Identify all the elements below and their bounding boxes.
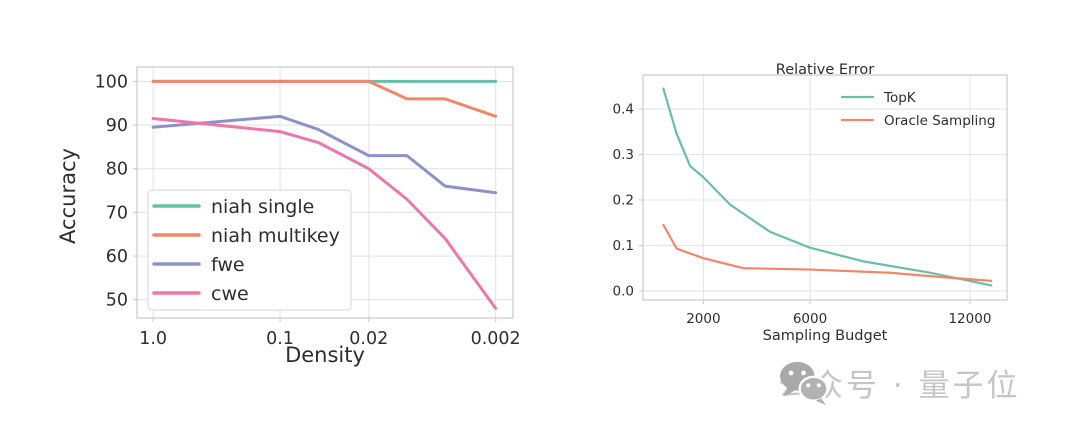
legend-label-fwe: fwe — [211, 254, 245, 276]
wechat-icon — [780, 361, 829, 406]
y-tick-label: 60 — [106, 247, 128, 267]
x-axis-label: Sampling Budget — [763, 328, 888, 344]
legend-label-niah-multikey: niah multikey — [211, 225, 340, 247]
series-line-fwe — [151, 114, 498, 195]
legend-label-cwe: cwe — [211, 283, 249, 305]
x-tick-label: 1.0 — [139, 329, 167, 349]
tick-labels: 2000 6000 12000 0.0 0.1 0.2 0.3 0.4 — [613, 102, 992, 327]
accuracy-density-chart: 1.0 0.1 0.02 0.002 50 60 70 80 90 100 Density Accur… — [56, 66, 521, 367]
x-tick-label: 2000 — [686, 311, 720, 327]
x-tick-label: 0.002 — [471, 329, 521, 349]
x-tick-label: 12000 — [948, 311, 991, 327]
y-tick-label: 0.0 — [613, 283, 634, 299]
tick-labels: 1.0 0.1 0.02 0.002 50 60 70 80 90 100 — [95, 72, 521, 349]
gridlines — [643, 75, 1007, 300]
series-line-topk — [662, 87, 993, 287]
tick-marks — [639, 108, 971, 304]
relative-error-chart: 2000 6000 12000 0.0 0.1 0.2 0.3 0.4 Sampling Bud… — [613, 62, 1008, 344]
x-axis-label: Density — [285, 343, 365, 367]
y-tick-label: 100 — [95, 72, 128, 92]
legend-label-oracle-sampling: Oracle Sampling — [884, 113, 995, 129]
y-tick-label: 0.3 — [613, 147, 634, 163]
series-line-niah-multikey — [151, 79, 498, 118]
legend: TopK Oracle Sampling — [840, 90, 995, 129]
chart-title: Relative Error — [776, 62, 874, 78]
series-line-oracle-sampling — [662, 223, 993, 283]
legend: niah single niah multikey fwe cwe — [147, 189, 352, 311]
plot-border — [136, 66, 514, 319]
x-tick-label: 0.02 — [349, 329, 388, 349]
y-tick-label: 80 — [106, 160, 128, 180]
legend-box — [147, 189, 352, 311]
plot-border — [642, 74, 1008, 301]
y-tick-label: 0.1 — [613, 238, 634, 254]
watermark: 公众号 · 量子位 — [778, 360, 1021, 406]
y-tick-label: 0.2 — [613, 193, 634, 209]
y-tick-label: 70 — [106, 203, 128, 223]
tick-marks — [133, 80, 497, 322]
legend-label-topk: TopK — [883, 90, 917, 106]
y-tick-label: 90 — [106, 116, 128, 136]
y-tick-label: 50 — [106, 291, 128, 311]
x-tick-label: 6000 — [793, 311, 827, 327]
y-tick-label: 0.4 — [613, 102, 634, 118]
y-axis-label: Accuracy — [56, 148, 80, 244]
series-line-cwe — [151, 117, 498, 310]
x-tick-label: 0.1 — [266, 329, 294, 349]
legend-label-niah-single: niah single — [211, 196, 314, 218]
